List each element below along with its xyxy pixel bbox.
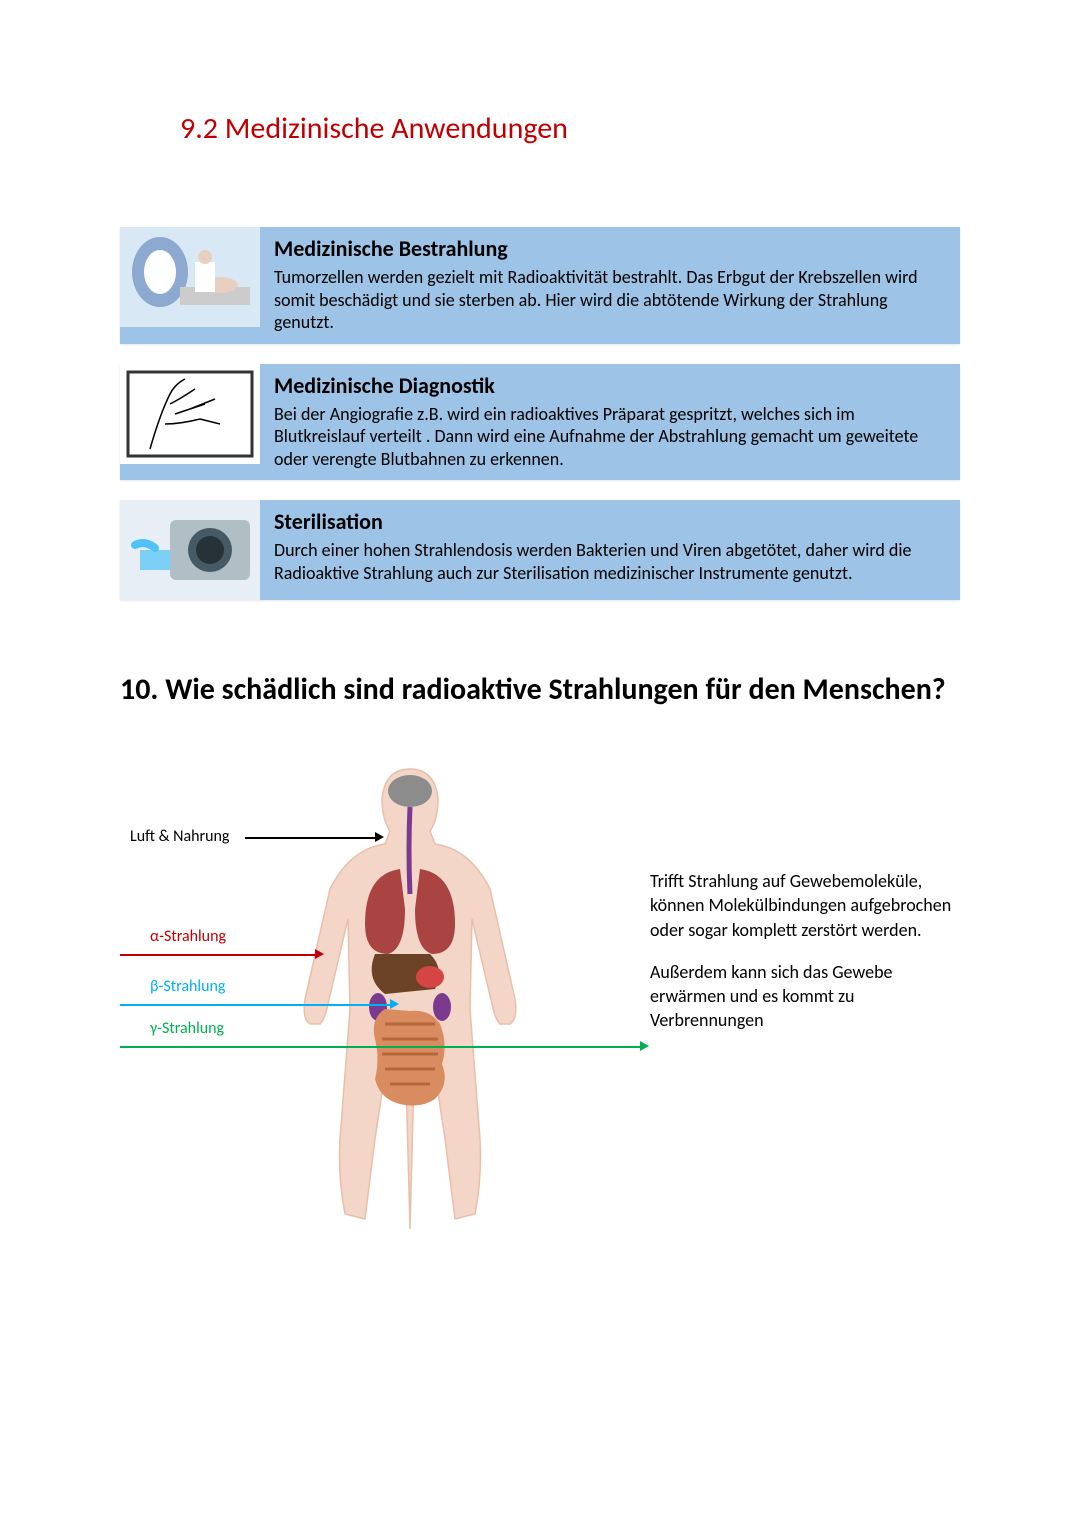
diagram-wrap: Luft & Nahrung α-Strahlung β-Strahlung γ… — [120, 759, 960, 1259]
section-title-red: 9.2 Medizinische Anwendungen — [180, 110, 960, 147]
card-diagnostik: Medizinische Diagnostik Bei der Angiogra… — [120, 364, 960, 481]
card-title: Medizinische Diagnostik — [274, 372, 946, 399]
label-alpha: α-Strahlung — [150, 927, 226, 946]
card-image-scanner — [120, 227, 260, 327]
card-title: Sterilisation — [274, 508, 946, 535]
arrow-luft — [245, 837, 375, 839]
card-body: Medizinische Diagnostik Bei der Angiogra… — [260, 364, 960, 481]
card-body: Sterilisation Durch einer hohen Strahlen… — [260, 500, 960, 600]
arrow-alpha — [120, 954, 315, 956]
arrow-head-alpha — [315, 949, 324, 959]
human-body-icon — [270, 759, 550, 1239]
card-body: Medizinische Bestrahlung Tumorzellen wer… — [260, 227, 960, 344]
label-beta: β-Strahlung — [150, 977, 225, 996]
diagram-area: Luft & Nahrung α-Strahlung β-Strahlung γ… — [120, 759, 620, 1259]
arrow-gamma — [120, 1046, 640, 1048]
arrow-beta — [120, 1004, 390, 1006]
label-gamma: γ-Strahlung — [150, 1019, 224, 1038]
arrow-head-beta — [390, 999, 399, 1009]
sidebar-text: Trifft Strahlung auf Gewebemoleküle, kön… — [650, 759, 960, 1051]
arrow-head-gamma — [640, 1041, 649, 1051]
card-image-autoclave — [120, 500, 260, 600]
page: 9.2 Medizinische Anwendungen Medizinisch… — [0, 0, 1080, 1319]
card-title: Medizinische Bestrahlung — [274, 235, 946, 262]
card-text: Durch einer hohen Strahlendosis werden B… — [274, 539, 946, 584]
label-luft: Luft & Nahrung — [130, 827, 229, 846]
side-para-1: Trifft Strahlung auf Gewebemoleküle, kön… — [650, 869, 960, 942]
card-text: Bei der Angiografie z.B. wird ein radioa… — [274, 403, 946, 471]
card-text: Tumorzellen werden gezielt mit Radioakti… — [274, 266, 946, 334]
card-bestrahlung: Medizinische Bestrahlung Tumorzellen wer… — [120, 227, 960, 344]
card-image-angiogram — [120, 364, 260, 464]
card-sterilisation: Sterilisation Durch einer hohen Strahlen… — [120, 500, 960, 600]
section-title-black: 10. Wie schädlich sind radioaktive Strah… — [120, 670, 960, 709]
side-para-2: Außerdem kann sich das Gewebe erwärmen u… — [650, 960, 960, 1033]
arrow-head-luft — [375, 832, 384, 842]
